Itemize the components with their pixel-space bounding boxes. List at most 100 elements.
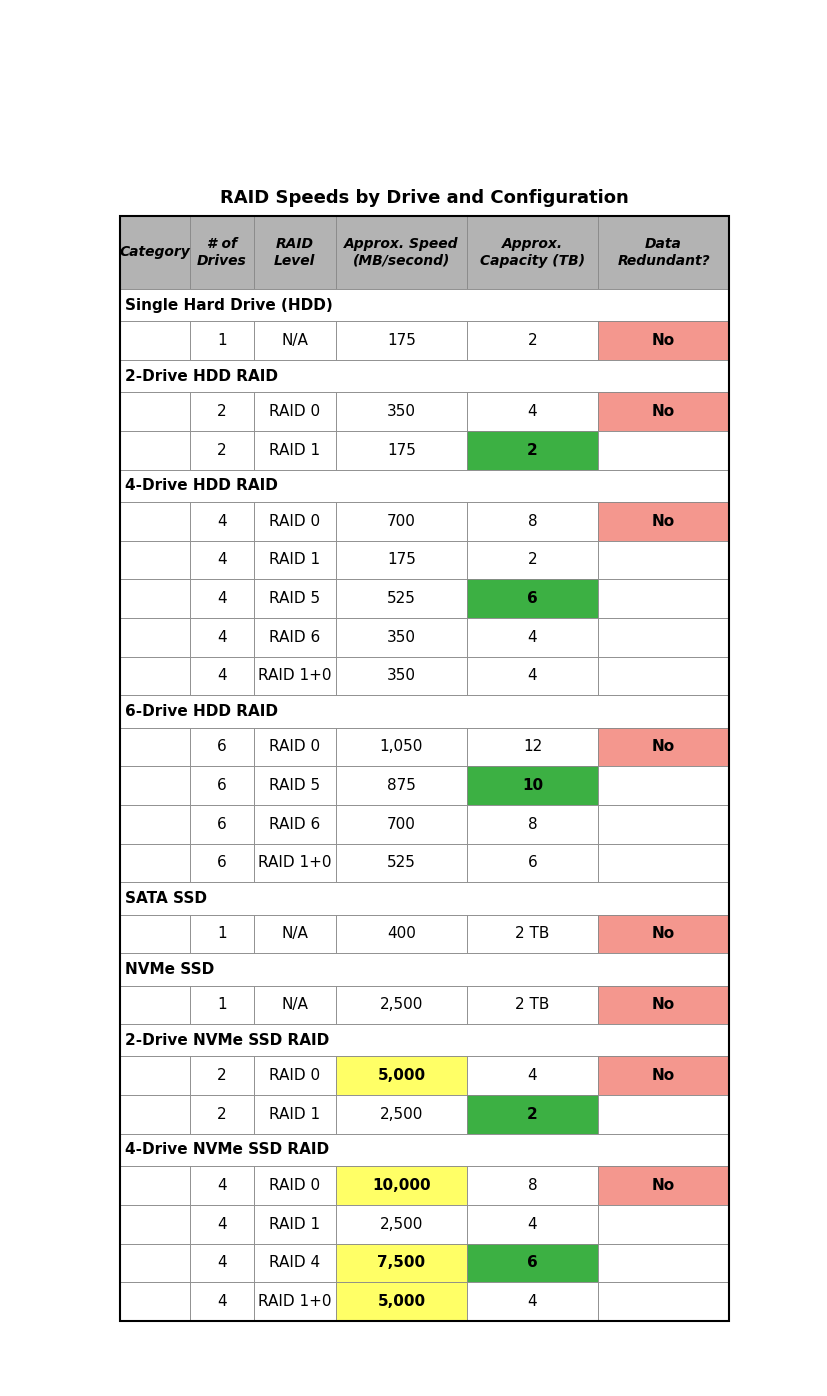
Bar (119, 953, 729, 986)
Bar (119, 579, 189, 618)
Text: 700: 700 (386, 514, 415, 529)
Text: 4: 4 (527, 403, 537, 419)
Bar (336, 727, 466, 766)
Text: 700: 700 (386, 817, 415, 832)
Bar (189, 656, 253, 695)
Bar (189, 805, 253, 843)
Text: 4-Drive NVMe SSD RAID: 4-Drive NVMe SSD RAID (125, 1142, 329, 1157)
Text: 4-Drive HDD RAID: 4-Drive HDD RAID (125, 479, 278, 493)
Text: 2 TB: 2 TB (514, 997, 549, 1012)
Text: 175: 175 (386, 443, 415, 458)
Bar (597, 1057, 729, 1096)
Text: 175: 175 (386, 553, 415, 567)
Bar (253, 727, 336, 766)
Text: 4: 4 (217, 1294, 227, 1309)
Bar (597, 843, 729, 882)
Text: 2: 2 (217, 1068, 227, 1083)
Bar (466, 805, 597, 843)
Text: Data
Redundant?: Data Redundant? (617, 237, 709, 268)
Text: 10,000: 10,000 (371, 1178, 430, 1194)
Text: 2: 2 (217, 443, 227, 458)
Bar (253, 843, 336, 882)
Text: 1,050: 1,050 (380, 740, 423, 754)
Bar (466, 1057, 597, 1096)
Bar (189, 501, 253, 540)
Bar (253, 656, 336, 695)
Bar (119, 392, 189, 431)
Text: 2: 2 (527, 553, 537, 567)
Text: 875: 875 (386, 778, 415, 793)
Text: 2: 2 (217, 403, 227, 419)
Text: No: No (652, 740, 674, 754)
Bar (336, 766, 466, 805)
Text: 6: 6 (527, 591, 538, 606)
Text: Single Hard Drive (HDD): Single Hard Drive (HDD) (125, 297, 332, 313)
Bar (466, 843, 597, 882)
Bar (119, 843, 189, 882)
Bar (336, 540, 466, 579)
Bar (189, 1166, 253, 1205)
Text: 6: 6 (217, 740, 227, 754)
Text: 4: 4 (527, 1294, 537, 1309)
Bar (189, 1244, 253, 1282)
Text: 2 TB: 2 TB (514, 927, 549, 941)
Bar (597, 1166, 729, 1205)
Bar (597, 805, 729, 843)
Bar (336, 1244, 466, 1282)
Text: RAID 4: RAID 4 (269, 1255, 320, 1270)
Bar (597, 766, 729, 805)
Bar (466, 766, 597, 805)
Bar (336, 431, 466, 469)
Text: 2: 2 (527, 1107, 538, 1122)
Bar (336, 986, 466, 1025)
Text: No: No (652, 927, 674, 941)
Bar (189, 1096, 253, 1134)
Bar (597, 431, 729, 469)
Text: Approx. Speed
(MB/second): Approx. Speed (MB/second) (344, 237, 458, 268)
Bar (336, 216, 466, 289)
Bar (119, 1244, 189, 1282)
Bar (253, 216, 336, 289)
Text: 4: 4 (217, 1178, 227, 1194)
Text: RAID 0: RAID 0 (269, 403, 320, 419)
Text: 400: 400 (386, 927, 415, 941)
Bar (466, 321, 597, 360)
Bar (336, 618, 466, 656)
Bar (597, 579, 729, 618)
Bar (189, 579, 253, 618)
Bar (466, 216, 597, 289)
Text: RAID 1+0: RAID 1+0 (258, 1294, 331, 1309)
Bar (189, 321, 253, 360)
Bar (119, 540, 189, 579)
Bar (466, 986, 597, 1025)
Bar (119, 1205, 189, 1244)
Bar (336, 1205, 466, 1244)
Text: # of
Drives: # of Drives (197, 237, 246, 268)
Text: SATA SSD: SATA SSD (125, 891, 207, 906)
Bar (466, 618, 597, 656)
Text: 4: 4 (217, 1255, 227, 1270)
Bar (253, 1166, 336, 1205)
Text: RAID 6: RAID 6 (269, 817, 320, 832)
Text: 2,500: 2,500 (380, 1107, 423, 1122)
Text: 8: 8 (527, 1178, 537, 1194)
Bar (597, 1244, 729, 1282)
Text: 4: 4 (217, 1217, 227, 1231)
Bar (597, 1096, 729, 1134)
Bar (119, 766, 189, 805)
Text: 2-Drive NVMe SSD RAID: 2-Drive NVMe SSD RAID (125, 1033, 329, 1048)
Bar (119, 618, 189, 656)
Bar (336, 843, 466, 882)
Text: 7,500: 7,500 (377, 1255, 425, 1270)
Bar (597, 540, 729, 579)
Bar (253, 540, 336, 579)
Text: 175: 175 (386, 334, 415, 348)
Bar (336, 805, 466, 843)
Bar (119, 501, 189, 540)
Bar (597, 321, 729, 360)
Text: NVMe SSD: NVMe SSD (125, 962, 214, 977)
Text: Approx.
Capacity (TB): Approx. Capacity (TB) (480, 237, 585, 268)
Text: 4: 4 (527, 669, 537, 684)
Text: No: No (652, 403, 674, 419)
Text: No: No (652, 997, 674, 1012)
